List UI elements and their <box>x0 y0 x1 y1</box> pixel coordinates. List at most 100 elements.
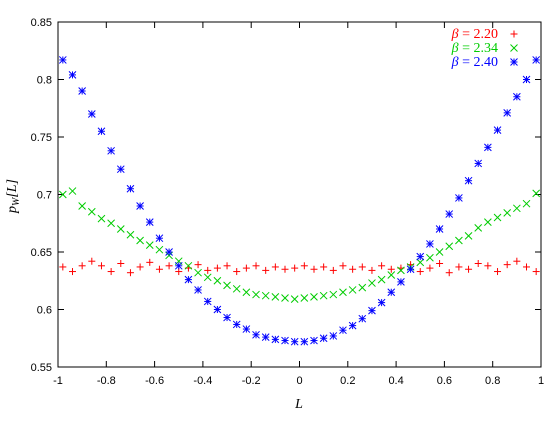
data-point <box>88 257 96 265</box>
data-point <box>522 199 531 208</box>
data-point <box>242 288 251 297</box>
data-point <box>339 262 347 270</box>
data-point <box>78 87 87 95</box>
data-point <box>329 290 338 299</box>
data-point <box>494 268 502 276</box>
data-point <box>310 336 318 345</box>
data-point <box>503 261 511 269</box>
data-point <box>107 268 115 276</box>
data-point <box>204 266 212 274</box>
data-point <box>261 333 270 341</box>
legend-label: β = 2.34 <box>451 41 498 56</box>
data-point <box>271 335 280 344</box>
data-point <box>126 230 135 239</box>
data-point <box>155 265 163 273</box>
y-tick-label: 0.55 <box>31 362 52 374</box>
data-point <box>368 306 376 315</box>
data-point <box>136 236 144 245</box>
data-point <box>522 75 531 84</box>
data-point <box>358 263 366 271</box>
data-point <box>58 56 67 64</box>
data-point <box>232 284 241 293</box>
data-point <box>58 190 67 199</box>
data-point <box>493 213 502 222</box>
x-tick-label: 0.2 <box>340 375 355 387</box>
data-point <box>252 290 260 299</box>
legend: β = 2.20β = 2.34β = 2.40 <box>451 27 518 70</box>
data-point <box>155 245 164 254</box>
data-point <box>455 236 463 245</box>
data-point <box>300 294 309 302</box>
data-point <box>87 110 96 118</box>
data-point <box>146 258 154 266</box>
data-point <box>232 320 241 329</box>
data-point <box>281 265 289 273</box>
x-tick-label: 0.4 <box>388 375 403 387</box>
data-point <box>358 314 367 323</box>
x-tick-label: 0.6 <box>437 375 452 387</box>
y-tick-label: 0.75 <box>31 132 52 144</box>
data-point <box>532 189 541 198</box>
legend-marker <box>510 44 518 52</box>
data-point <box>416 258 425 267</box>
data-point <box>329 266 337 274</box>
data-point <box>377 275 386 284</box>
x-tick-label: -0.2 <box>242 375 261 387</box>
y-tick-label: 0.8 <box>37 75 52 87</box>
data-point <box>116 225 125 233</box>
data-point <box>194 261 202 269</box>
data-point <box>203 273 212 282</box>
data-point <box>319 291 328 300</box>
series-2 <box>58 187 541 304</box>
data-point <box>194 286 202 294</box>
data-point <box>242 325 251 333</box>
data-point <box>281 336 289 345</box>
data-point <box>377 298 386 307</box>
data-point <box>223 313 231 322</box>
data-point <box>136 263 144 271</box>
data-point <box>474 260 482 267</box>
data-point <box>329 332 338 340</box>
data-point <box>117 260 125 267</box>
data-point <box>465 265 473 273</box>
data-point <box>155 234 164 243</box>
data-point <box>271 292 280 301</box>
data-point <box>107 146 115 155</box>
series-1 <box>59 257 540 277</box>
data-point <box>310 292 318 301</box>
y-tick-label: 0.7 <box>37 190 52 202</box>
data-point <box>503 209 512 217</box>
x-tick-label: -0.4 <box>193 375 212 387</box>
data-point <box>436 260 444 267</box>
data-point <box>512 92 521 101</box>
data-point <box>290 295 299 304</box>
data-point <box>87 207 96 216</box>
data-point <box>252 330 260 339</box>
data-point <box>523 263 531 271</box>
data-point <box>513 257 521 265</box>
data-point <box>387 288 396 297</box>
data-point <box>349 265 357 273</box>
data-point <box>68 268 76 276</box>
x-tick-label: -0.8 <box>97 375 116 387</box>
data-point <box>484 218 492 226</box>
data-point <box>378 262 386 270</box>
data-point <box>165 262 173 270</box>
data-point <box>387 271 396 279</box>
data-point <box>406 265 415 274</box>
data-point <box>445 210 454 218</box>
data-point <box>512 204 521 213</box>
x-axis-label: L <box>294 397 303 412</box>
y-axis: 0.55 0.6 0.65 0.7 0.75 0.8 0.85 <box>31 17 541 374</box>
legend-marker <box>510 30 518 38</box>
x-tick-label: -0.6 <box>145 375 164 387</box>
data-point <box>203 297 212 306</box>
data-point <box>97 262 105 270</box>
data-point <box>435 225 444 233</box>
data-point <box>368 266 376 274</box>
data-point <box>484 143 492 152</box>
data-point <box>68 187 77 195</box>
data-point <box>455 194 463 202</box>
data-point <box>290 337 299 346</box>
data-point <box>59 263 67 271</box>
